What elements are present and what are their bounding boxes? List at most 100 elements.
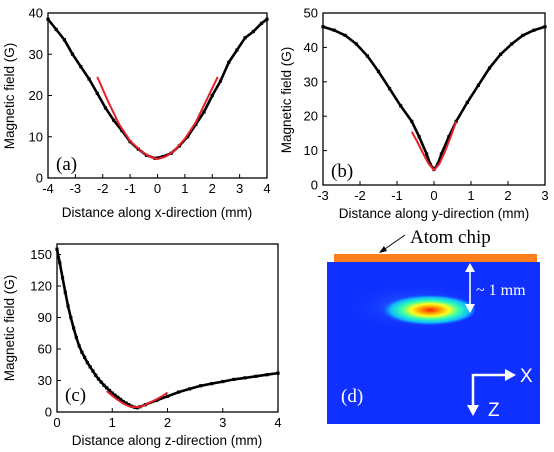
x-tick-label: -3 xyxy=(70,181,82,196)
distance-label: ~ 1 mm xyxy=(476,282,526,299)
x-tick-label: 0 xyxy=(154,181,161,196)
data-point xyxy=(60,276,65,280)
y-tick-label: 20 xyxy=(304,109,318,124)
data-trace xyxy=(46,18,268,160)
data-point xyxy=(105,386,109,390)
chip-label: Atom chip xyxy=(410,227,491,248)
data-point xyxy=(221,379,225,384)
marks xyxy=(46,17,269,160)
y-tick-label: 30 xyxy=(38,373,52,388)
fit-line xyxy=(410,121,458,172)
data-point xyxy=(243,376,247,380)
data-point xyxy=(116,395,120,399)
data-point xyxy=(465,100,469,105)
data-point xyxy=(202,110,206,114)
x-axis-label: Distance along x-direction (mm) xyxy=(62,205,253,220)
chip-pointer-arrow xyxy=(381,234,406,252)
x-tick-label: -1 xyxy=(391,188,403,203)
y-axis-label: Magnetic field (G) xyxy=(279,47,294,154)
panel-label: (c) xyxy=(65,385,86,406)
data-point xyxy=(251,29,255,34)
data-point xyxy=(112,118,116,122)
data-point xyxy=(232,377,236,382)
y-tick-label: 120 xyxy=(30,279,52,294)
data-point xyxy=(62,38,67,42)
data-point xyxy=(188,387,192,391)
x-tick-label: -2 xyxy=(354,188,366,203)
data-point xyxy=(66,304,70,308)
chip-pointer-arrowhead xyxy=(379,246,387,253)
data-point xyxy=(510,42,514,46)
data-point xyxy=(79,65,83,69)
data-point xyxy=(218,79,223,83)
x-direction-arrowhead xyxy=(505,369,516,381)
atom-cloud xyxy=(375,294,475,326)
data-point xyxy=(165,394,170,398)
y-tick-label: 40 xyxy=(304,40,318,55)
x-tick-label: -1 xyxy=(124,181,136,196)
data-point xyxy=(532,28,536,32)
data-point xyxy=(186,135,190,139)
data-point xyxy=(91,369,95,373)
x-tick-label: 4 xyxy=(263,181,270,196)
data-point xyxy=(63,290,67,294)
panel-label: (a) xyxy=(56,154,77,175)
data-point xyxy=(71,52,75,56)
data-point xyxy=(103,106,108,110)
distance-arrowhead-bottom xyxy=(465,304,475,313)
data-point xyxy=(417,135,421,139)
y-axis-label: Magnetic field (G) xyxy=(2,275,17,382)
data-point xyxy=(88,365,92,369)
x-tick-label: 0 xyxy=(430,188,437,203)
panel-d: Atom chip ~ 1 mm X Z (d) xyxy=(327,227,540,424)
x-tick-label: 0 xyxy=(53,415,60,430)
x-tick-label: 1 xyxy=(181,181,188,196)
data-point xyxy=(265,373,269,377)
y-tick-label: 60 xyxy=(38,342,52,357)
data-point xyxy=(107,388,112,393)
y-tick-label: 90 xyxy=(38,310,52,325)
data-trace xyxy=(322,25,546,171)
y-tick-label: 30 xyxy=(29,47,43,62)
data-point xyxy=(235,48,239,52)
data-point xyxy=(521,33,525,37)
x-tick-label: 3 xyxy=(541,188,548,203)
data-point xyxy=(354,42,358,46)
data-point xyxy=(259,21,264,25)
data-point xyxy=(99,380,103,384)
z-direction-arrowhead xyxy=(467,405,479,416)
y-tick-label: 40 xyxy=(29,6,43,21)
data-point xyxy=(80,350,84,354)
y-tick-label: 30 xyxy=(304,74,318,89)
data-point xyxy=(96,377,101,381)
data-point xyxy=(95,91,99,96)
x-tick-label: 1 xyxy=(467,188,474,203)
data-point xyxy=(388,87,392,91)
y-tick-label: 0 xyxy=(45,405,52,420)
fit-line xyxy=(96,76,219,160)
data-point xyxy=(94,373,98,377)
fit-line xyxy=(106,390,169,409)
y-tick-label: 0 xyxy=(36,171,43,186)
data-point xyxy=(77,344,81,348)
data-point xyxy=(58,261,62,265)
panel-c: 0 1 2 3 4 0 30 60 90 120 150 (c) Distance along z-… xyxy=(2,243,282,448)
x-tick-label: 2 xyxy=(164,415,171,430)
x-tick-label: -3 xyxy=(317,188,329,203)
data-point xyxy=(343,33,347,37)
x-axis-label: Distance along z-direction (mm) xyxy=(72,433,263,448)
data-point xyxy=(124,401,128,405)
plot-frame xyxy=(47,12,268,179)
x-tick-label: 1 xyxy=(109,415,116,430)
y-axis-label: Magnetic field (G) xyxy=(2,43,17,150)
z-direction-label: Z xyxy=(488,400,500,421)
data-point xyxy=(265,17,269,21)
data-point xyxy=(410,119,414,123)
data-point xyxy=(254,374,258,378)
data-point xyxy=(276,371,280,375)
data-point xyxy=(399,104,403,108)
data-trace xyxy=(55,249,279,410)
marks xyxy=(55,247,280,410)
data-point xyxy=(71,326,76,330)
